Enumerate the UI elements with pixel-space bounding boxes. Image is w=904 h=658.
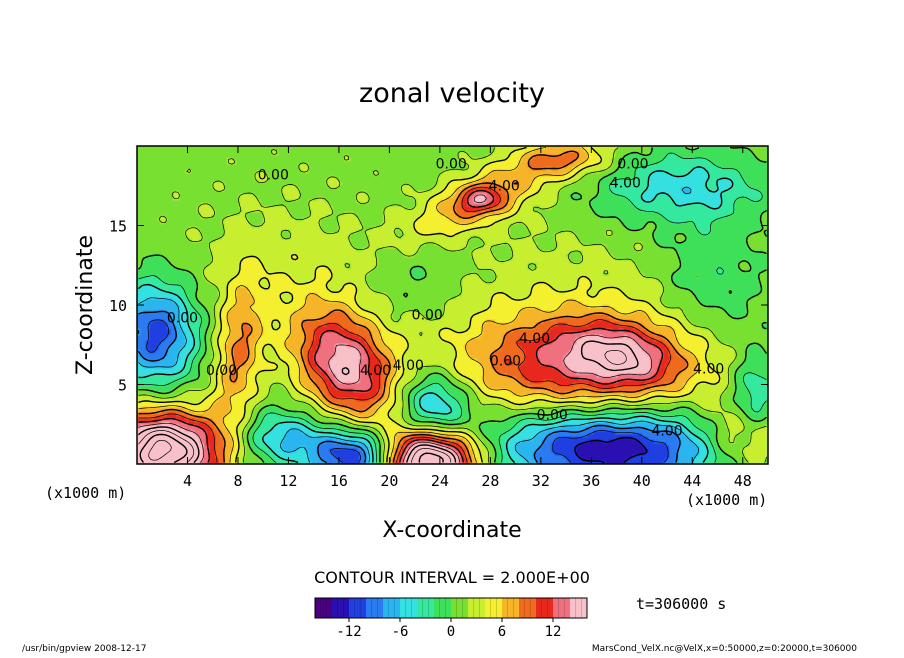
colorbar-segment bbox=[451, 598, 469, 618]
x-tick-label: 8 bbox=[233, 472, 242, 490]
contour-line bbox=[148, 439, 172, 461]
contour-label: 4.00 bbox=[519, 331, 550, 347]
colorbar-segment bbox=[349, 598, 367, 618]
colorbar-segment bbox=[519, 598, 537, 618]
colorbar-tick-label: 6 bbox=[498, 624, 506, 640]
contour-label: 4.00 bbox=[651, 423, 682, 439]
x-tick-label: 48 bbox=[734, 472, 752, 490]
contour-label: 4.00 bbox=[489, 179, 520, 195]
colorbar-ticks: -12 -6 0 6 12 bbox=[336, 618, 561, 640]
colorbar-segment bbox=[570, 598, 588, 618]
contour-line bbox=[138, 194, 653, 463]
x-axis-label: X-coordinate bbox=[382, 518, 521, 543]
y-axis-label: Z-coordinate bbox=[73, 235, 98, 375]
contour-label: 4.00 bbox=[393, 358, 424, 374]
time-stamp: t=306000 s bbox=[636, 595, 726, 613]
y-tick-label: 15 bbox=[109, 218, 127, 236]
x-axis-ticks: 4 8 12 16 20 24 28 32 36 40 44 48 bbox=[183, 146, 752, 490]
contour-label: 0.00 bbox=[167, 310, 198, 326]
footer-right: MarsCond_VelX.nc@VelX,x=0:50000,z=0:2000… bbox=[592, 644, 857, 654]
colorbar-segment bbox=[434, 598, 452, 618]
y-tick-label: 10 bbox=[109, 297, 127, 315]
x-tick-label: 16 bbox=[330, 472, 348, 490]
contour-label: 0.00 bbox=[412, 307, 443, 323]
y-axis-ticks: 5 10 15 bbox=[109, 218, 768, 395]
contour-line bbox=[138, 147, 767, 463]
colorbar bbox=[314, 597, 588, 619]
contour-label: 0.00 bbox=[617, 156, 648, 172]
colorbar-tick-label: 0 bbox=[447, 624, 455, 640]
colorbar-segment bbox=[553, 598, 571, 618]
colorbar-tick-label: 12 bbox=[545, 624, 562, 640]
x-unit-label-left: (x1000 m) bbox=[45, 484, 126, 502]
contour-line bbox=[137, 310, 681, 464]
x-tick-label: 4 bbox=[183, 472, 192, 490]
contour-line bbox=[138, 146, 721, 463]
contour-label: 4.00 bbox=[693, 361, 724, 377]
contour-line bbox=[138, 349, 627, 463]
contour-label: 0.00 bbox=[490, 353, 521, 369]
x-tick-label: 32 bbox=[532, 472, 550, 490]
colorbar-segment bbox=[383, 598, 401, 618]
contour-line bbox=[138, 340, 639, 463]
plot-area: 0.000.00 0.004.00 4.000.004.000.000.000.00… bbox=[136, 145, 769, 465]
x-tick-label: 28 bbox=[481, 472, 499, 490]
colorbar-segment bbox=[315, 598, 333, 618]
colorbar-segment bbox=[536, 598, 554, 618]
contour-label: 0.00 bbox=[537, 407, 568, 423]
x-tick-label: 20 bbox=[380, 472, 398, 490]
x-tick-label: 12 bbox=[279, 472, 297, 490]
x-tick-label: 40 bbox=[633, 472, 651, 490]
y-tick-label: 5 bbox=[118, 377, 127, 395]
contour-line bbox=[138, 186, 672, 463]
contour-labels: 0.000.00 0.004.00 4.000.004.000.000.000.00… bbox=[167, 156, 724, 439]
contour-line bbox=[138, 152, 767, 463]
contour-label: 4.00 bbox=[610, 175, 641, 191]
contour-line bbox=[138, 147, 700, 463]
contour-line bbox=[138, 150, 689, 463]
contour-line bbox=[138, 146, 768, 463]
contour-label: 0.00 bbox=[258, 167, 289, 183]
x-tick-label: 44 bbox=[683, 472, 701, 490]
colorbar-segment bbox=[485, 598, 503, 618]
colorbar-segment bbox=[417, 598, 435, 618]
x-unit-label-right: (x1000 m) bbox=[686, 491, 767, 509]
contour-line bbox=[146, 319, 669, 463]
footer-left: /usr/bin/gpview 2008-12-17 bbox=[22, 644, 146, 654]
contour-interval-text: CONTOUR INTERVAL = 2.000E+00 bbox=[314, 568, 590, 587]
colorbar-tick-label: -6 bbox=[392, 624, 409, 640]
chart-title: zonal velocity bbox=[359, 78, 545, 109]
x-tick-label: 36 bbox=[582, 472, 600, 490]
contour-line bbox=[574, 436, 648, 464]
x-tick-label: 24 bbox=[431, 472, 449, 490]
contour-label: 4.00 bbox=[360, 363, 391, 379]
contour-label: 0.00 bbox=[206, 363, 237, 379]
colorbar-segment bbox=[332, 598, 350, 618]
colorbar-segment bbox=[366, 598, 384, 618]
colorbar-segment bbox=[502, 598, 520, 618]
contour-line bbox=[138, 186, 700, 463]
colorbar-segment bbox=[400, 598, 418, 618]
contour-line bbox=[139, 433, 444, 464]
contour-line bbox=[138, 166, 734, 464]
contour-label: 0.00 bbox=[436, 156, 467, 172]
colorbar-tick-label: -12 bbox=[336, 624, 361, 640]
contour-line bbox=[138, 189, 664, 463]
colorbar-segment bbox=[468, 598, 486, 618]
contour-lines bbox=[137, 146, 768, 464]
